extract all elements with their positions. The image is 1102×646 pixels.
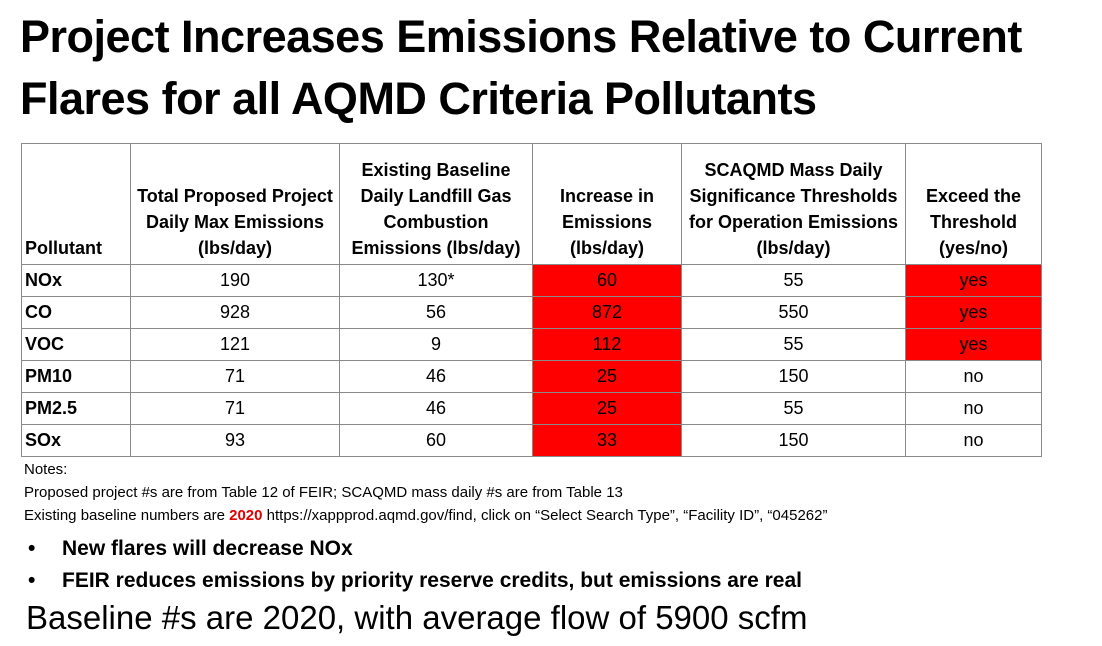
baseline-emissions-cell: 46	[339, 360, 533, 393]
column-header: SCAQMD Mass Daily Significance Thresholds…	[681, 143, 906, 265]
proposed-emissions-cell: 71	[130, 360, 340, 393]
increase-cell: 112	[532, 328, 682, 361]
exceed-cell: no	[905, 392, 1042, 425]
column-header-line: SCAQMD Mass Daily	[704, 160, 883, 180]
column-header-line: (yes/no)	[938, 238, 1008, 258]
exceed-cell: yes	[905, 264, 1042, 297]
threshold-cell: 550	[681, 296, 906, 329]
column-header-line: Existing Baseline	[361, 160, 511, 180]
notes-line-2: Existing baseline numbers are 2020 https…	[24, 504, 827, 527]
proposed-emissions-cell: 93	[130, 424, 340, 457]
column-header-line: Pollutant	[25, 238, 102, 258]
bullet-icon: •	[28, 537, 36, 560]
baseline-emissions-cell: 60	[339, 424, 533, 457]
baseline-note: Baseline #s are 2020, with average flow …	[26, 599, 808, 636]
bullet-icon: •	[28, 569, 36, 592]
notes: Notes: Proposed project #s are from Tabl…	[24, 458, 827, 527]
baseline-emissions-cell: 56	[339, 296, 533, 329]
exceed-cell: yes	[905, 328, 1042, 361]
notes-line-1: Proposed project #s are from Table 12 of…	[24, 484, 623, 501]
pollutant-cell: VOC	[21, 328, 131, 361]
threshold-cell: 150	[681, 424, 906, 457]
increase-cell: 25	[532, 360, 682, 393]
threshold-cell: 55	[681, 264, 906, 297]
column-header-line: Total Proposed Project	[137, 186, 333, 206]
table-row: CO 928 56 872 550 yes	[21, 296, 1042, 329]
column-header-line: Increase in	[559, 186, 655, 206]
table-row: VOC 121 9 112 55 yes	[21, 328, 1042, 361]
table-row: PM10 71 46 25 150 no	[21, 360, 1042, 393]
title-line-1: Project Increases Emissions Relative to …	[20, 11, 1022, 62]
column-header-line: Emissions (lbs/day)	[351, 238, 521, 258]
bullet-list: • New flares will decrease NOx • FEIR re…	[28, 533, 802, 597]
column-header: Increase in Emissions (lbs/day)	[532, 143, 682, 265]
table-body: NOx 190 130* 60 55 yes CO 928 56 872 550 yes VOC 121 9…	[21, 264, 1042, 457]
table-row: PM2.5 71 46 25 55 no	[21, 392, 1042, 425]
column-header-line: Significance Thresholds	[689, 186, 898, 206]
threshold-cell: 55	[681, 392, 906, 425]
increase-cell: 872	[532, 296, 682, 329]
table-row: SOx 93 60 33 150 no	[21, 424, 1042, 457]
pollutant-cell: CO	[21, 296, 131, 329]
pollutant-cell: PM10	[21, 360, 131, 393]
column-header-line: (lbs/day)	[197, 238, 272, 258]
threshold-cell: 55	[681, 328, 906, 361]
notes-line-2-prefix: Existing baseline numbers are	[24, 507, 230, 524]
column-header-line: for Operation Emissions	[688, 212, 899, 232]
title-line-2: Flares for all AQMD Criteria Pollutants	[20, 73, 817, 124]
bullet-item: • New flares will decrease NOx	[28, 533, 802, 565]
column-header: Existing Baseline Daily Landfill Gas Combu…	[339, 143, 533, 265]
page-title: Project Increases Emissions Relative to …	[20, 6, 1095, 130]
increase-cell: 25	[532, 392, 682, 425]
proposed-emissions-cell: 71	[130, 392, 340, 425]
exceed-cell: yes	[905, 296, 1042, 329]
proposed-emissions-cell: 928	[130, 296, 340, 329]
column-header: Total Proposed Project Daily Max Emission…	[130, 143, 340, 265]
bullet-text: New flares will decrease NOx	[62, 537, 353, 560]
notes-line-2-suffix: https://xappprod.aqmd.gov/find, click on…	[262, 507, 828, 524]
emissions-table: Pollutant Total Proposed Project Daily Max…	[21, 143, 1042, 457]
baseline-emissions-cell: 46	[339, 392, 533, 425]
exceed-cell: no	[905, 424, 1042, 457]
notes-year: 2020	[229, 507, 263, 524]
threshold-cell: 150	[681, 360, 906, 393]
bullet-item: • FEIR reduces emissions by priority res…	[28, 565, 802, 597]
pollutant-cell: SOx	[21, 424, 131, 457]
column-header-line: Exceed the	[925, 186, 1022, 206]
pollutant-cell: NOx	[21, 264, 131, 297]
baseline-emissions-cell: 9	[339, 328, 533, 361]
exceed-cell: no	[905, 360, 1042, 393]
column-header-line: Combustion	[383, 212, 489, 232]
pollutant-cell: PM2.5	[21, 392, 131, 425]
column-header: Pollutant	[21, 143, 131, 265]
column-header-line: Daily Max Emissions	[145, 212, 325, 232]
proposed-emissions-cell: 121	[130, 328, 340, 361]
table-header-row: Pollutant Total Proposed Project Daily Max…	[21, 143, 1042, 265]
column-header: Exceed the Threshold (yes/no)	[905, 143, 1042, 265]
table-row: NOx 190 130* 60 55 yes	[21, 264, 1042, 297]
column-header-line: Emissions	[561, 212, 653, 232]
baseline-emissions-cell: 130*	[339, 264, 533, 297]
notes-label: Notes:	[24, 461, 68, 478]
proposed-emissions-cell: 190	[130, 264, 340, 297]
bullet-text: FEIR reduces emissions by priority reser…	[62, 569, 802, 592]
increase-cell: 33	[532, 424, 682, 457]
increase-cell: 60	[532, 264, 682, 297]
column-header-line: Threshold	[929, 212, 1017, 232]
column-header-line: (lbs/day)	[756, 238, 831, 258]
column-header-line: (lbs/day)	[569, 238, 644, 258]
column-header-line: Daily Landfill Gas	[360, 186, 512, 206]
